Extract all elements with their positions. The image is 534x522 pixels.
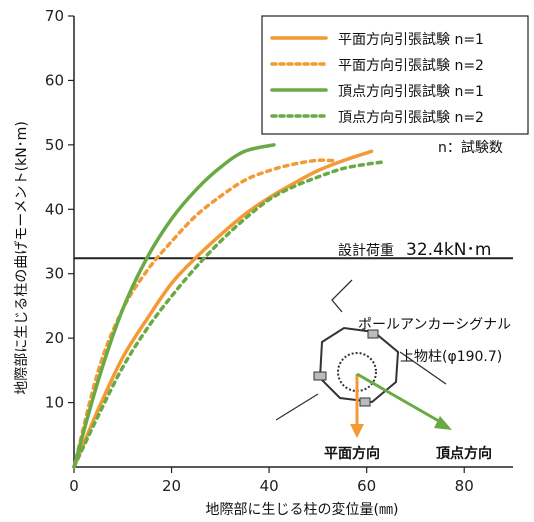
- sample-count-note: n：試験数: [438, 140, 503, 156]
- x-tick-label: 40: [260, 477, 279, 495]
- y-tick-label: 30: [45, 265, 64, 283]
- foundation-line-right: [399, 351, 447, 385]
- bolt-left: [313, 371, 327, 381]
- y-axis-ticks: 10 20 30 40 50 60 70: [45, 7, 74, 412]
- plane-direction-label: 平面方向: [324, 445, 380, 462]
- y-tick-label: 50: [45, 136, 64, 154]
- x-axis-ticks: 0 20 40 60 80: [69, 467, 474, 495]
- foundation-line-top: [331, 279, 353, 313]
- vertex-direction-label: 頂点方向: [436, 445, 492, 462]
- x-tick-label: 80: [455, 477, 474, 495]
- x-tick-label: 0: [69, 477, 79, 495]
- design-load-value: 32.4kN･m: [406, 240, 491, 260]
- bolt-top: [367, 329, 379, 339]
- bolt-bottom: [359, 397, 371, 407]
- pole-upper-label: 上物柱(φ190.7): [400, 349, 502, 365]
- pole-diagram: ポールアンカーシグナル 上物柱(φ190.7) 平面方向 頂点方向: [275, 279, 511, 462]
- axes: [73, 16, 513, 468]
- y-axis-title: 地際部に生じる柱の曲げモーメント(kN･m): [14, 121, 30, 395]
- vertex-direction-arrow: [356, 372, 445, 426]
- y-tick-label: 70: [45, 7, 64, 25]
- x-tick-label: 60: [357, 477, 376, 495]
- series-line-0: [72, 149, 374, 469]
- y-tick-label: 20: [45, 329, 64, 347]
- series-line-2: [72, 143, 276, 469]
- series-line-1: [72, 158, 340, 469]
- y-tick-label: 10: [45, 394, 64, 412]
- plane-direction-arrowhead: [350, 424, 364, 438]
- foundation-line-left: [275, 393, 319, 421]
- series-line-3: [72, 160, 384, 469]
- pole-type-label: ポールアンカーシグナル: [358, 317, 511, 333]
- legend: 平面方向引張試験 n=1 平面方向引張試験 n=2 頂点方向引張試験 n=1 頂…: [261, 15, 529, 135]
- y-tick-label: 40: [45, 200, 64, 218]
- x-axis-title: 地際部に生じる柱の変位量(㎜): [206, 501, 399, 518]
- x-tick-label: 20: [162, 477, 181, 495]
- legend-label-vertex-n1: 頂点方向引張試験 n=1: [338, 84, 484, 100]
- legend-label-plane-n1: 平面方向引張試験 n=1: [338, 32, 484, 48]
- legend-label-vertex-n2: 頂点方向引張試験 n=2: [338, 110, 484, 126]
- legend-label-plane-n2: 平面方向引張試験 n=2: [338, 58, 484, 74]
- y-tick-label: 60: [45, 71, 64, 89]
- design-load-label: 設計荷重: [338, 243, 394, 259]
- vertex-direction-arrowhead: [434, 416, 452, 430]
- series-group: [72, 143, 384, 469]
